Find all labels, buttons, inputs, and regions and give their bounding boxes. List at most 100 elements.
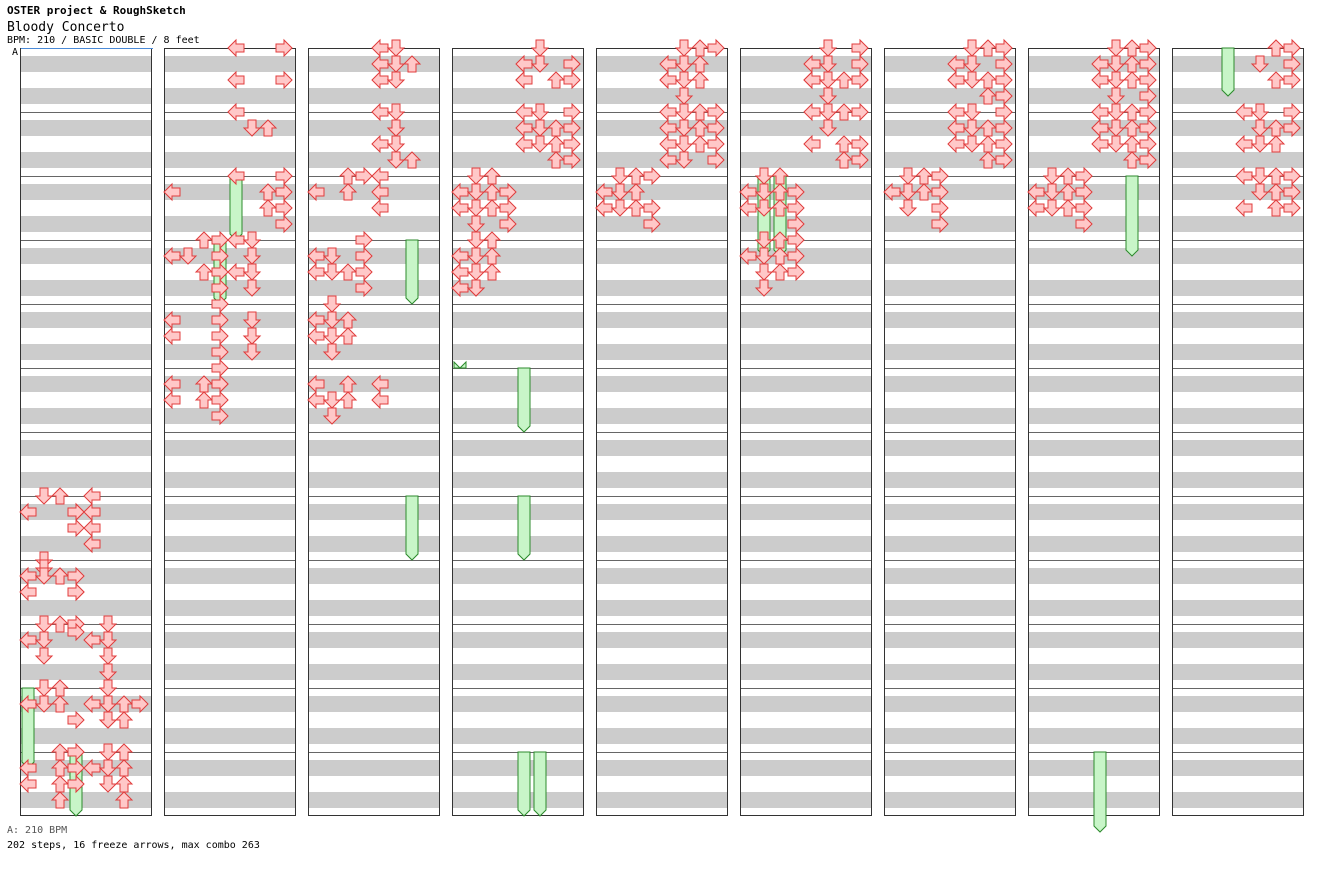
right-icon <box>643 214 661 234</box>
down-icon <box>818 39 838 57</box>
up-icon <box>978 87 998 105</box>
down-icon <box>530 39 550 57</box>
left-icon <box>19 774 37 794</box>
down-icon <box>386 135 406 153</box>
right-icon <box>1075 214 1093 234</box>
up-icon <box>834 151 854 169</box>
down-icon <box>530 55 550 73</box>
up-icon <box>50 487 70 505</box>
down-icon <box>98 615 118 633</box>
chart-column <box>452 48 584 816</box>
right-icon <box>1139 150 1157 170</box>
up-icon <box>338 327 358 345</box>
right-icon <box>275 38 293 58</box>
up-icon <box>258 199 278 217</box>
right-icon <box>931 214 949 234</box>
up-icon <box>402 55 422 73</box>
down-icon <box>242 311 262 329</box>
freeze-arrow <box>533 751 547 817</box>
down-icon <box>242 263 262 281</box>
bpm-marker-label: A <box>12 47 19 58</box>
right-icon <box>67 582 85 602</box>
up-icon <box>258 119 278 137</box>
up-icon <box>194 263 214 281</box>
down-icon <box>386 103 406 121</box>
up-icon <box>770 263 790 281</box>
down-icon <box>242 327 262 345</box>
up-icon <box>50 567 70 585</box>
down-icon <box>962 55 982 73</box>
right-icon <box>1283 198 1301 218</box>
up-icon <box>194 231 214 249</box>
up-icon <box>1266 71 1286 89</box>
right-icon <box>67 710 85 730</box>
down-icon <box>386 71 406 89</box>
up-icon <box>194 391 214 409</box>
up-icon <box>1122 151 1142 169</box>
down-icon <box>818 119 838 137</box>
up-icon <box>770 199 790 217</box>
right-icon <box>851 102 869 122</box>
freeze-arrow <box>229 175 243 241</box>
up-icon <box>114 711 134 729</box>
right-icon <box>563 70 581 90</box>
chart-column <box>1172 48 1304 816</box>
right-icon <box>211 406 229 426</box>
right-icon <box>995 150 1013 170</box>
left-icon <box>803 134 821 154</box>
freeze-arrow <box>517 367 531 433</box>
left-icon <box>371 390 389 410</box>
up-icon <box>834 71 854 89</box>
right-icon <box>131 694 149 714</box>
down-icon <box>322 343 342 361</box>
down-icon <box>322 295 342 313</box>
down-icon <box>242 247 262 265</box>
down-icon <box>530 103 550 121</box>
freeze-arrow <box>517 751 531 817</box>
right-icon <box>851 150 869 170</box>
down-icon <box>98 663 118 681</box>
right-icon <box>67 774 85 794</box>
bpm-legend: A: 210 BPM <box>7 825 68 836</box>
left-icon <box>227 102 245 122</box>
chart-column <box>164 48 296 816</box>
down-icon <box>1106 87 1126 105</box>
up-icon <box>1266 39 1286 57</box>
right-icon <box>563 150 581 170</box>
up-icon <box>690 135 710 153</box>
chart-column <box>308 48 440 816</box>
freeze-arrow <box>405 239 419 305</box>
right-icon <box>499 214 517 234</box>
down-icon <box>1250 55 1270 73</box>
left-icon <box>227 166 245 186</box>
up-icon <box>1122 71 1142 89</box>
left-icon <box>163 182 181 202</box>
freeze-arrow <box>517 495 531 561</box>
left-icon <box>227 38 245 58</box>
right-icon <box>787 262 805 282</box>
song-artist: OSTER project & RoughSketch <box>7 4 186 17</box>
freeze-arrow <box>1221 47 1235 97</box>
right-icon <box>275 182 293 202</box>
down-icon <box>98 679 118 697</box>
down-icon <box>962 103 982 121</box>
left-icon <box>163 390 181 410</box>
right-icon <box>707 38 725 58</box>
up-icon <box>482 199 502 217</box>
freeze-arrow <box>1093 751 1107 833</box>
down-icon <box>1250 103 1270 121</box>
left-icon <box>371 198 389 218</box>
right-icon <box>275 70 293 90</box>
down-icon <box>98 647 118 665</box>
up-icon <box>626 199 646 217</box>
up-icon <box>114 791 134 809</box>
chart-info: BPM: 210 / BASIC DOUBLE / 8 feet <box>7 35 200 46</box>
up-icon <box>914 183 934 201</box>
up-icon <box>338 183 358 201</box>
right-icon <box>275 214 293 234</box>
down-icon <box>466 279 486 297</box>
left-icon <box>19 582 37 602</box>
up-icon <box>1058 199 1078 217</box>
up-icon <box>834 103 854 121</box>
